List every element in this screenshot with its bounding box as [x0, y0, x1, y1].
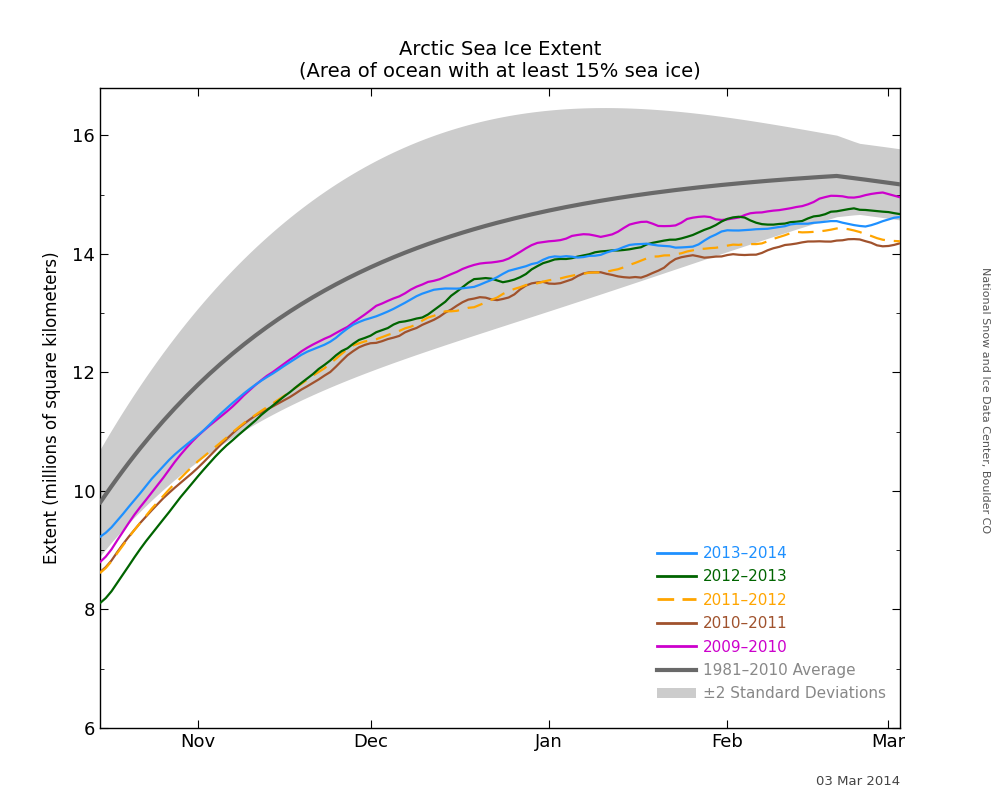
Title: Arctic Sea Ice Extent
(Area of ocean with at least 15% sea ice): Arctic Sea Ice Extent (Area of ocean wit… — [299, 40, 701, 81]
Text: 03 Mar 2014: 03 Mar 2014 — [816, 775, 900, 788]
Y-axis label: Extent (millions of square kilometers): Extent (millions of square kilometers) — [43, 252, 61, 564]
Legend: 2013–2014, 2012–2013, 2011–2012, 2010–2011, 2009–2010, 1981–2010 Average, ±2 Sta: 2013–2014, 2012–2013, 2011–2012, 2010–20… — [651, 540, 892, 707]
Text: National Snow and Ice Data Center, Boulder CO: National Snow and Ice Data Center, Bould… — [980, 267, 990, 533]
